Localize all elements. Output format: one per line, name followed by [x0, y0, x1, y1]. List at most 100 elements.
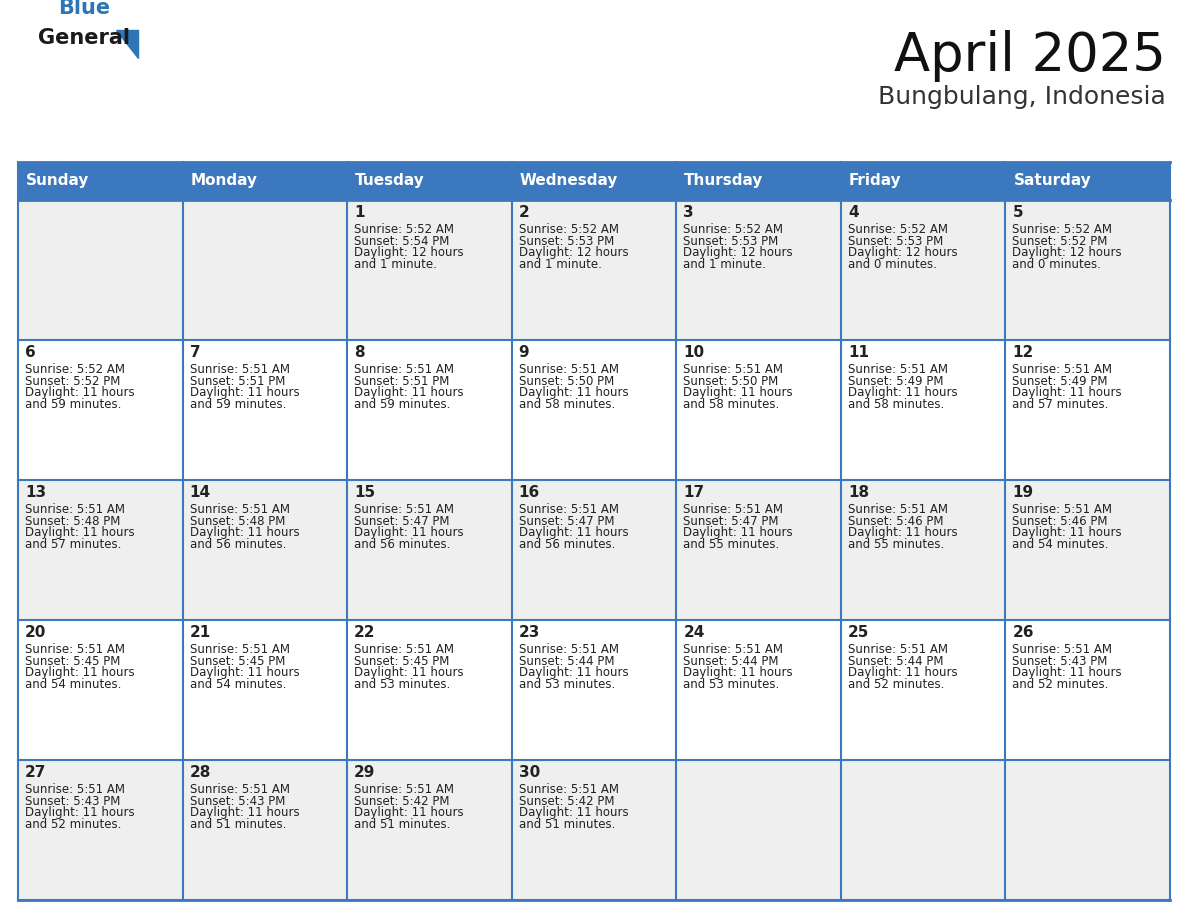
- Text: and 58 minutes.: and 58 minutes.: [519, 398, 615, 411]
- Text: Daylight: 11 hours: Daylight: 11 hours: [848, 526, 958, 540]
- Text: and 53 minutes.: and 53 minutes.: [683, 678, 779, 691]
- Text: Daylight: 11 hours: Daylight: 11 hours: [190, 666, 299, 679]
- Text: 15: 15: [354, 485, 375, 500]
- Text: 28: 28: [190, 765, 211, 780]
- Text: Daylight: 11 hours: Daylight: 11 hours: [25, 526, 134, 540]
- Text: Daylight: 12 hours: Daylight: 12 hours: [1012, 246, 1121, 260]
- Bar: [18, 760, 1170, 900]
- Text: and 51 minutes.: and 51 minutes.: [519, 818, 615, 831]
- Text: and 55 minutes.: and 55 minutes.: [848, 538, 944, 551]
- Text: Daylight: 11 hours: Daylight: 11 hours: [683, 526, 792, 540]
- Text: and 56 minutes.: and 56 minutes.: [354, 538, 450, 551]
- Text: Sunrise: 5:51 AM: Sunrise: 5:51 AM: [190, 783, 290, 796]
- Text: Sunrise: 5:51 AM: Sunrise: 5:51 AM: [354, 783, 454, 796]
- Text: Daylight: 11 hours: Daylight: 11 hours: [519, 526, 628, 540]
- Text: 19: 19: [1012, 485, 1034, 500]
- Text: Sunset: 5:45 PM: Sunset: 5:45 PM: [25, 655, 120, 667]
- Text: 27: 27: [25, 765, 46, 780]
- Text: Sunrise: 5:51 AM: Sunrise: 5:51 AM: [190, 363, 290, 376]
- Text: Sunrise: 5:51 AM: Sunrise: 5:51 AM: [25, 503, 125, 516]
- Text: and 59 minutes.: and 59 minutes.: [25, 398, 121, 411]
- Text: Sunset: 5:46 PM: Sunset: 5:46 PM: [848, 515, 943, 528]
- Text: Sunrise: 5:51 AM: Sunrise: 5:51 AM: [848, 503, 948, 516]
- Text: and 58 minutes.: and 58 minutes.: [848, 398, 944, 411]
- Text: Sunrise: 5:51 AM: Sunrise: 5:51 AM: [683, 363, 783, 376]
- Text: Daylight: 11 hours: Daylight: 11 hours: [190, 806, 299, 820]
- Text: Sunrise: 5:51 AM: Sunrise: 5:51 AM: [519, 363, 619, 376]
- Text: Sunset: 5:50 PM: Sunset: 5:50 PM: [683, 375, 778, 387]
- Text: Daylight: 11 hours: Daylight: 11 hours: [848, 666, 958, 679]
- Text: Sunset: 5:49 PM: Sunset: 5:49 PM: [848, 375, 943, 387]
- Text: Daylight: 11 hours: Daylight: 11 hours: [1012, 526, 1121, 540]
- Text: and 57 minutes.: and 57 minutes.: [25, 538, 121, 551]
- Text: Sunset: 5:53 PM: Sunset: 5:53 PM: [519, 235, 614, 248]
- Polygon shape: [116, 30, 138, 58]
- Text: Sunrise: 5:51 AM: Sunrise: 5:51 AM: [848, 643, 948, 656]
- Text: 17: 17: [683, 485, 704, 500]
- Text: Sunrise: 5:51 AM: Sunrise: 5:51 AM: [848, 363, 948, 376]
- Text: 24: 24: [683, 625, 704, 640]
- Text: and 55 minutes.: and 55 minutes.: [683, 538, 779, 551]
- Bar: [18, 200, 1170, 340]
- Text: Sunset: 5:50 PM: Sunset: 5:50 PM: [519, 375, 614, 387]
- Text: Daylight: 11 hours: Daylight: 11 hours: [519, 806, 628, 820]
- Text: Sunrise: 5:51 AM: Sunrise: 5:51 AM: [519, 503, 619, 516]
- Text: Sunset: 5:53 PM: Sunset: 5:53 PM: [848, 235, 943, 248]
- Text: 16: 16: [519, 485, 541, 500]
- Bar: [18, 340, 1170, 480]
- Text: Sunset: 5:45 PM: Sunset: 5:45 PM: [190, 655, 285, 667]
- Text: and 51 minutes.: and 51 minutes.: [190, 818, 286, 831]
- Text: Daylight: 12 hours: Daylight: 12 hours: [519, 246, 628, 260]
- Text: and 52 minutes.: and 52 minutes.: [25, 818, 121, 831]
- Text: Daylight: 11 hours: Daylight: 11 hours: [848, 386, 958, 399]
- Text: Daylight: 11 hours: Daylight: 11 hours: [190, 526, 299, 540]
- Text: 3: 3: [683, 205, 694, 220]
- Text: and 57 minutes.: and 57 minutes.: [1012, 398, 1108, 411]
- Text: and 0 minutes.: and 0 minutes.: [1012, 258, 1101, 271]
- Text: and 53 minutes.: and 53 minutes.: [354, 678, 450, 691]
- Text: Daylight: 11 hours: Daylight: 11 hours: [519, 386, 628, 399]
- Text: Sunset: 5:45 PM: Sunset: 5:45 PM: [354, 655, 449, 667]
- Text: 26: 26: [1012, 625, 1034, 640]
- Text: and 54 minutes.: and 54 minutes.: [190, 678, 286, 691]
- Text: Saturday: Saturday: [1013, 174, 1092, 188]
- Text: Sunset: 5:44 PM: Sunset: 5:44 PM: [683, 655, 779, 667]
- Text: Sunrise: 5:51 AM: Sunrise: 5:51 AM: [354, 503, 454, 516]
- Text: Sunrise: 5:51 AM: Sunrise: 5:51 AM: [25, 783, 125, 796]
- Text: Sunrise: 5:51 AM: Sunrise: 5:51 AM: [354, 363, 454, 376]
- Text: Sunrise: 5:51 AM: Sunrise: 5:51 AM: [1012, 643, 1112, 656]
- Text: Monday: Monday: [190, 174, 258, 188]
- Text: Tuesday: Tuesday: [355, 174, 425, 188]
- Text: 1: 1: [354, 205, 365, 220]
- Text: Sunrise: 5:51 AM: Sunrise: 5:51 AM: [519, 643, 619, 656]
- Text: Daylight: 11 hours: Daylight: 11 hours: [354, 806, 463, 820]
- Text: Daylight: 11 hours: Daylight: 11 hours: [683, 386, 792, 399]
- Text: 30: 30: [519, 765, 541, 780]
- Text: Sunset: 5:49 PM: Sunset: 5:49 PM: [1012, 375, 1108, 387]
- Text: and 52 minutes.: and 52 minutes.: [848, 678, 944, 691]
- Text: Sunset: 5:43 PM: Sunset: 5:43 PM: [190, 795, 285, 808]
- Text: 23: 23: [519, 625, 541, 640]
- Text: Daylight: 11 hours: Daylight: 11 hours: [354, 666, 463, 679]
- Text: 29: 29: [354, 765, 375, 780]
- Text: Daylight: 11 hours: Daylight: 11 hours: [519, 666, 628, 679]
- Text: Sunset: 5:47 PM: Sunset: 5:47 PM: [354, 515, 449, 528]
- Text: Sunset: 5:44 PM: Sunset: 5:44 PM: [848, 655, 943, 667]
- Text: Sunrise: 5:52 AM: Sunrise: 5:52 AM: [25, 363, 125, 376]
- Text: 8: 8: [354, 345, 365, 360]
- Text: 14: 14: [190, 485, 210, 500]
- Bar: [18, 162, 1170, 200]
- Text: 21: 21: [190, 625, 210, 640]
- Text: and 52 minutes.: and 52 minutes.: [1012, 678, 1108, 691]
- Text: Sunset: 5:48 PM: Sunset: 5:48 PM: [25, 515, 120, 528]
- Text: Daylight: 11 hours: Daylight: 11 hours: [683, 666, 792, 679]
- Text: 18: 18: [848, 485, 868, 500]
- Text: and 1 minute.: and 1 minute.: [354, 258, 437, 271]
- Text: Sunset: 5:44 PM: Sunset: 5:44 PM: [519, 655, 614, 667]
- Text: Sunrise: 5:51 AM: Sunrise: 5:51 AM: [683, 503, 783, 516]
- Text: Sunrise: 5:51 AM: Sunrise: 5:51 AM: [519, 783, 619, 796]
- Text: 2: 2: [519, 205, 530, 220]
- Text: Friday: Friday: [849, 174, 902, 188]
- Text: Sunrise: 5:51 AM: Sunrise: 5:51 AM: [25, 643, 125, 656]
- Text: 6: 6: [25, 345, 36, 360]
